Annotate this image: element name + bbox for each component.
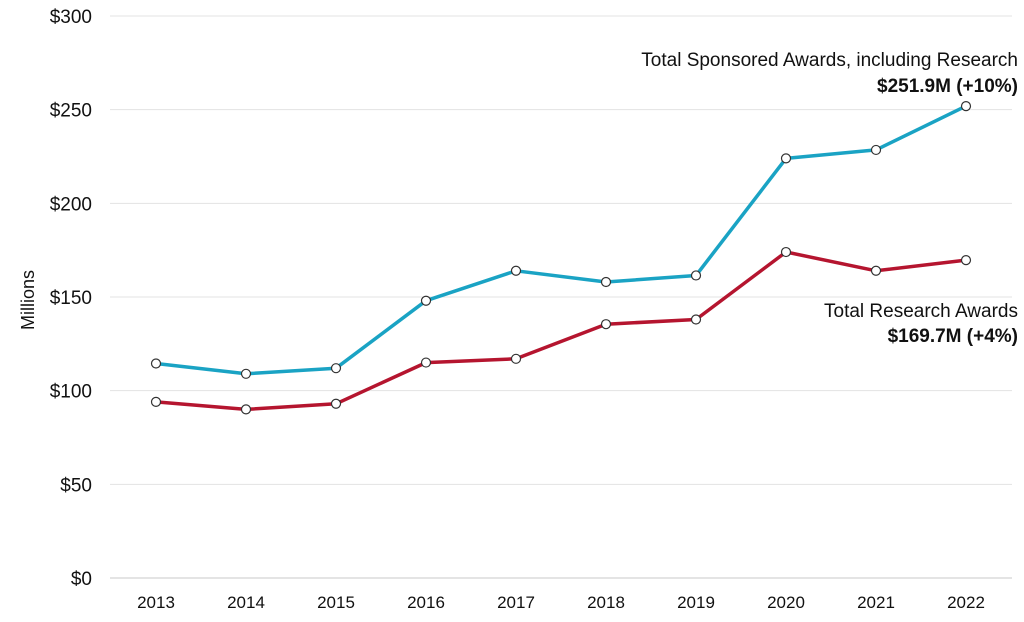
annotation-research-value: $169.7M (+4%) (888, 326, 1018, 347)
x-tick-label: 2019 (677, 593, 715, 612)
x-tick-label: 2013 (137, 593, 175, 612)
x-tick-label: 2018 (587, 593, 625, 612)
series-points (150, 101, 972, 415)
data-point-research (240, 404, 252, 415)
data-point-research (330, 398, 342, 409)
annotation-research-label: Total Research Awards (824, 301, 1018, 322)
series-line-sponsored (154, 104, 968, 376)
x-tick-label: 2022 (947, 593, 985, 612)
y-tick-label: $0 (71, 569, 92, 590)
data-point-sponsored (780, 153, 792, 164)
data-point-sponsored (330, 363, 342, 374)
data-point-sponsored (870, 144, 882, 156)
data-point-sponsored (510, 265, 522, 276)
data-point-sponsored (960, 101, 972, 112)
data-point-research (780, 246, 792, 258)
gridlines (110, 15, 1012, 579)
y-axis-label: Millions (18, 270, 38, 330)
data-point-research (600, 319, 612, 330)
annotation-sponsored-label: Total Sponsored Awards, including Resear… (641, 50, 1018, 71)
data-point-research (510, 353, 522, 364)
data-point-sponsored (240, 368, 252, 379)
data-point-research (870, 265, 882, 276)
data-point-sponsored (600, 276, 612, 288)
x-tick-label: 2015 (317, 593, 355, 612)
x-tick-label: 2016 (407, 593, 445, 612)
x-axis-ticks: 2013 2014 2015 2016 2017 2018 2019 2020 2021 2022 (137, 593, 985, 612)
y-tick-label: $150 (50, 288, 92, 309)
data-point-research (150, 396, 162, 408)
y-tick-label: $100 (50, 382, 92, 403)
x-tick-label: 2021 (857, 593, 895, 612)
data-point-sponsored (690, 270, 702, 281)
x-tick-label: 2020 (767, 593, 805, 612)
y-tick-label: $200 (50, 194, 92, 215)
y-tick-label: $250 (50, 101, 92, 122)
y-axis-ticks: $0 $50 $100 $150 $200 $250 $300 (50, 7, 92, 590)
annotation-sponsored-value: $251.9M (+10%) (877, 76, 1018, 97)
data-point-research (690, 314, 702, 325)
data-point-sponsored (420, 295, 432, 306)
y-tick-label: $300 (50, 7, 92, 28)
y-tick-label: $50 (60, 475, 92, 496)
x-tick-label: 2014 (227, 593, 265, 612)
series-line-research (154, 250, 968, 412)
data-point-research (960, 254, 972, 266)
series-lines (154, 104, 968, 412)
data-point-sponsored (150, 358, 162, 369)
x-tick-label: 2017 (497, 593, 535, 612)
data-point-research (420, 357, 432, 368)
